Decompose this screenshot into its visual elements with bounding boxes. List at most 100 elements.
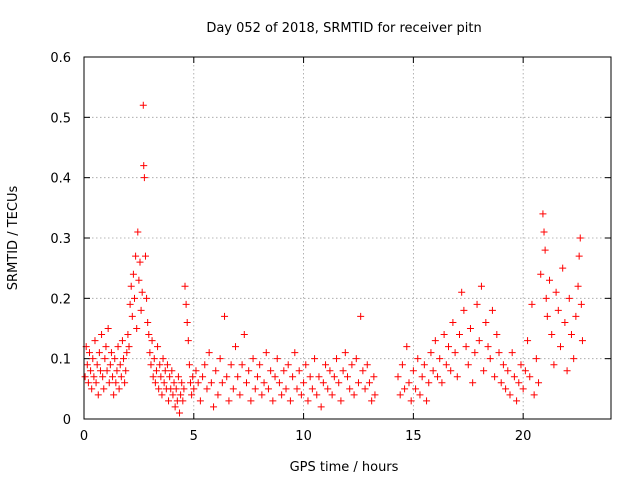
data-point [129, 270, 137, 278]
data-point [326, 367, 334, 375]
data-point [519, 385, 527, 393]
data-point [556, 343, 564, 351]
data-point [488, 306, 496, 314]
data-point [535, 379, 543, 387]
data-point [530, 391, 538, 399]
data-point [368, 397, 376, 405]
data-point [137, 306, 145, 314]
data-point [541, 246, 549, 254]
data-point [344, 373, 351, 381]
data-point [328, 391, 336, 399]
data-point [132, 252, 140, 260]
data-point [88, 385, 96, 393]
data-point [81, 373, 89, 381]
data-point [286, 397, 294, 405]
data-point [203, 385, 211, 393]
data-point [475, 337, 483, 345]
data-point [350, 391, 358, 399]
data-point [311, 355, 319, 363]
data-point [464, 361, 472, 369]
data-point [420, 361, 428, 369]
data-point [194, 379, 202, 387]
data-point [335, 379, 343, 387]
data-point [232, 343, 240, 351]
data-point [95, 349, 103, 357]
x-axis-label: GPS time / hours [290, 460, 399, 475]
data-point [267, 367, 275, 375]
data-point [471, 349, 479, 357]
data-point [134, 228, 142, 236]
data-point [425, 379, 433, 387]
data-point [91, 337, 99, 345]
data-point [214, 391, 222, 399]
data-point [486, 355, 494, 363]
data-point [278, 391, 286, 399]
data-point [170, 379, 178, 387]
data-point [561, 318, 569, 326]
data-point [526, 373, 534, 381]
data-point [118, 337, 126, 345]
data-point [101, 355, 109, 363]
data-point [165, 397, 173, 405]
data-point [135, 276, 143, 284]
data-point [144, 318, 152, 326]
data-point [363, 361, 371, 369]
data-point [546, 276, 554, 284]
data-point [308, 385, 316, 393]
data-point [319, 379, 327, 387]
data-point [575, 252, 583, 260]
data-point [171, 403, 179, 411]
data-point [105, 379, 113, 387]
data-point [136, 258, 144, 266]
data-point [120, 355, 128, 363]
data-point [550, 361, 558, 369]
x-tick-label: 10 [295, 429, 312, 444]
data-point [103, 367, 111, 375]
data-point [155, 385, 163, 393]
y-tick-label: 0.4 [50, 172, 71, 187]
data-point [93, 361, 101, 369]
data-point [341, 349, 349, 357]
data-point [528, 300, 536, 308]
data-point [121, 379, 129, 387]
data-point [414, 355, 422, 363]
data-point [515, 379, 523, 387]
data-point [85, 349, 93, 357]
y-tick-labels: 0 0.1 0.2 0.3 0.4 0.5 0.6 [50, 51, 71, 428]
data-point [227, 361, 235, 369]
data-point [284, 361, 292, 369]
plot-frame [83, 56, 612, 420]
data-point [451, 349, 459, 357]
data-point [176, 409, 184, 417]
y-tick-label: 0 [63, 413, 71, 428]
data-point [493, 331, 501, 339]
data-point [434, 373, 442, 381]
data-point [563, 367, 571, 375]
data-point [152, 367, 160, 375]
data-point [554, 306, 562, 314]
data-point [295, 367, 303, 375]
data-point [189, 373, 197, 381]
data-point [275, 379, 283, 387]
data-point [502, 385, 510, 393]
data-point [177, 391, 185, 399]
data-point [159, 355, 167, 363]
data-point [572, 312, 580, 320]
data-point [185, 361, 193, 369]
data-point [123, 349, 131, 357]
data-point [258, 391, 266, 399]
data-point [352, 355, 360, 363]
data-point [117, 373, 125, 381]
y-tick-label: 0.6 [50, 51, 71, 66]
data-point [574, 282, 582, 290]
data-point [477, 282, 485, 290]
data-point [84, 379, 92, 387]
data-point [150, 355, 158, 363]
data-point [429, 367, 437, 375]
data-point [469, 379, 477, 387]
data-point [506, 391, 514, 399]
data-point [90, 373, 98, 381]
data-point [401, 385, 409, 393]
data-point [148, 337, 156, 345]
